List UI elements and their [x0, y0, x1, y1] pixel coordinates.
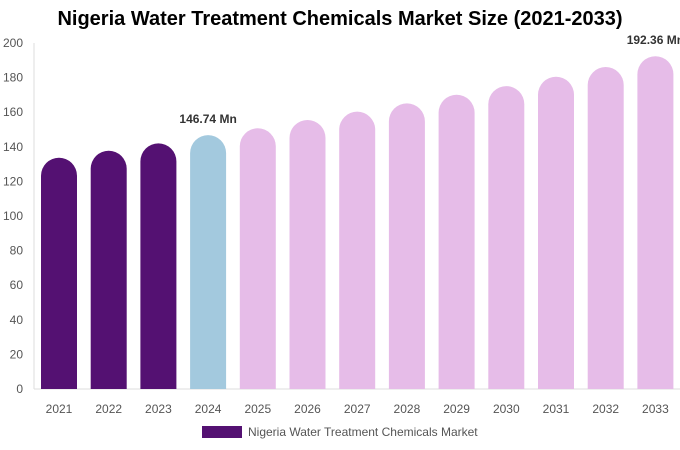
y-tick-label: 160: [3, 105, 23, 119]
x-tick-label: 2032: [592, 402, 619, 416]
x-tick-label: 2030: [493, 402, 520, 416]
x-tick-label: 2027: [344, 402, 371, 416]
x-tick-label: 2023: [145, 402, 172, 416]
legend-label: Nigeria Water Treatment Chemicals Market: [248, 425, 478, 439]
x-tick-label: 2024: [195, 402, 222, 416]
y-tick-label: 100: [3, 209, 23, 223]
x-tick-label: 2029: [443, 402, 470, 416]
bar-2032: [587, 67, 624, 389]
y-tick-label: 20: [10, 347, 24, 361]
y-tick-label: 140: [3, 140, 23, 154]
y-tick-label: 0: [16, 382, 23, 396]
y-tick-label: 80: [10, 244, 24, 258]
x-tick-label: 2026: [294, 402, 321, 416]
bar-2031: [538, 76, 574, 390]
x-tick-label: 2028: [394, 402, 421, 416]
y-tick-label: 40: [10, 313, 24, 327]
y-tick-label: 120: [3, 174, 23, 188]
bar-2022: [90, 150, 127, 389]
data-label-2033: 192.36 Mn: [627, 33, 680, 47]
legend-swatch: [202, 426, 242, 438]
x-tick-label: 2033: [642, 402, 669, 416]
x-tick-label: 2031: [543, 402, 570, 416]
bar-2024: [190, 135, 227, 389]
chart-title: Nigeria Water Treatment Chemicals Market…: [57, 8, 623, 30]
bar-2027: [339, 111, 376, 389]
bar-2030: [488, 86, 525, 390]
bar-2033: [637, 56, 674, 390]
bar-2023: [140, 143, 177, 389]
y-tick-label: 200: [3, 36, 23, 50]
bar-2028: [388, 103, 425, 389]
x-tick-label: 2022: [95, 402, 122, 416]
y-tick-label: 60: [10, 278, 24, 292]
x-tick-label: 2025: [244, 402, 271, 416]
bar-2029: [438, 94, 475, 390]
bar-2026: [289, 119, 326, 390]
bar-2021: [41, 157, 77, 389]
x-tick-label: 2021: [46, 402, 73, 416]
legend: Nigeria Water Treatment Chemicals Market: [202, 425, 478, 439]
data-label-2024: 146.74 Mn: [179, 112, 236, 126]
bar-2025: [239, 128, 276, 389]
y-tick-label: 180: [3, 71, 23, 85]
